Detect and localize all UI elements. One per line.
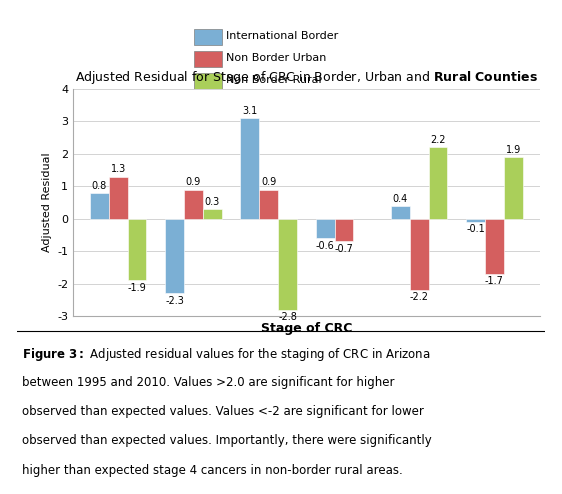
Text: 3.1: 3.1 — [242, 106, 257, 116]
Bar — [334, 219, 353, 242]
Text: higher than expected stage 4 cancers in non-border rural areas.: higher than expected stage 4 cancers in … — [22, 464, 403, 477]
Text: 0.4: 0.4 — [393, 194, 408, 204]
Y-axis label: Adjusted Residual: Adjusted Residual — [42, 153, 52, 252]
Text: 0.9: 0.9 — [261, 177, 277, 187]
Text: observed than expected values. Importantly, there were significantly: observed than expected values. Important… — [22, 434, 432, 448]
Bar — [259, 190, 278, 219]
Text: 1.9: 1.9 — [506, 145, 521, 155]
Bar — [278, 219, 297, 310]
Bar — [504, 157, 523, 219]
Text: -0.7: -0.7 — [334, 244, 353, 254]
Text: 1.3: 1.3 — [111, 165, 126, 174]
Bar — [109, 176, 128, 219]
Bar — [485, 219, 504, 274]
Bar — [241, 118, 259, 219]
Text: 2.2: 2.2 — [430, 135, 446, 145]
Text: $\bf{Figure\ 3:}$ Adjusted residual values for the staging of CRC in Arizona: $\bf{Figure\ 3:}$ Adjusted residual valu… — [22, 346, 431, 363]
Bar — [391, 206, 410, 219]
Text: -2.2: -2.2 — [410, 292, 429, 302]
FancyBboxPatch shape — [194, 29, 222, 45]
Text: -0.1: -0.1 — [466, 224, 485, 234]
Bar — [410, 219, 429, 290]
X-axis label: Stage of CRC: Stage of CRC — [261, 322, 352, 335]
Text: Non Border Urban: Non Border Urban — [226, 53, 327, 63]
Text: between 1995 and 2010. Values >2.0 are significant for higher: between 1995 and 2010. Values >2.0 are s… — [22, 375, 395, 389]
Text: -1.9: -1.9 — [128, 283, 146, 293]
Bar — [128, 219, 147, 281]
Text: -2.8: -2.8 — [278, 312, 297, 322]
Text: -2.3: -2.3 — [165, 296, 184, 306]
Text: -0.6: -0.6 — [316, 241, 334, 250]
Bar — [316, 219, 334, 238]
Text: 0.9: 0.9 — [186, 177, 201, 187]
Text: observed than expected values. Values <-2 are significant for lower: observed than expected values. Values <-… — [22, 405, 424, 418]
Bar — [429, 147, 447, 219]
Text: 0.8: 0.8 — [92, 180, 107, 191]
Text: -1.7: -1.7 — [485, 276, 504, 286]
Bar — [90, 193, 109, 219]
Text: International Border: International Border — [226, 31, 338, 41]
FancyBboxPatch shape — [194, 74, 222, 90]
Bar — [466, 219, 485, 222]
Bar — [184, 190, 203, 219]
Text: Non Border Rural: Non Border Rural — [226, 75, 321, 85]
Title: Adjusted Residual for Stage of CRC in Border, Urban and $\mathbf{Rural\ Counties: Adjusted Residual for Stage of CRC in Bo… — [75, 69, 538, 85]
FancyBboxPatch shape — [194, 51, 222, 68]
Text: 0.3: 0.3 — [205, 197, 220, 207]
Bar — [203, 209, 221, 219]
Bar — [165, 219, 184, 293]
